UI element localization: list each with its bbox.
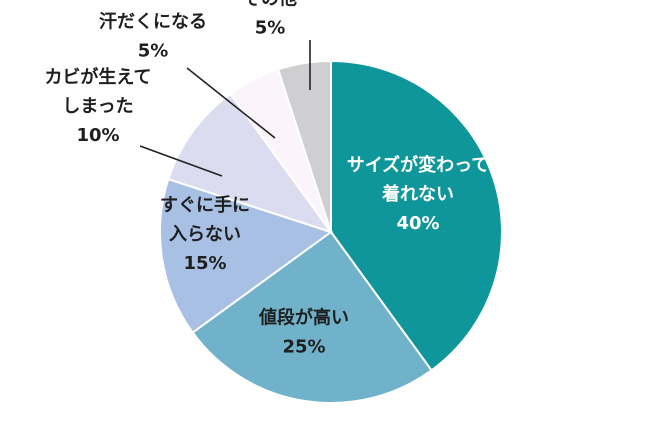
leader-line-5 [186,67,276,139]
slice-percent: 15% [183,253,226,274]
slice-percent: 25% [282,337,325,358]
slice-label-line: サイズが変わって [347,154,490,176]
slice-label-line: 値段が高い [258,307,349,329]
slice-label-line: その他 [243,0,297,10]
slice-label-line: 着れない [381,183,454,205]
slice-label-line: すぐに手に [160,194,250,216]
slice-label-5: 汗だくになる 5% [99,11,207,62]
leader-line-4 [139,145,223,177]
slice-label-line: しまった [62,96,133,117]
pie-slice-3 [159,177,334,334]
pie-slice-1 [330,59,503,372]
slice-label-6: その他 5% [243,0,297,39]
slice-label-1: サイズが変わって着れない 40% [347,154,490,234]
slice-percent: 40% [396,213,439,234]
slice-label-3: すぐに手に入らない 15% [160,194,250,274]
slice-percent: 5% [138,41,169,62]
pie-slice-6 [276,59,332,233]
leader-lines [139,40,311,177]
slice-percent: 10% [76,125,119,146]
slice-labels: サイズが変わって着れない 40% 値段が高い 25% すぐに手に入らない 15% カビが生え… [44,0,489,358]
slice-label-line: カビが生えて [44,66,151,88]
slice-label-2: 値段が高い 25% [258,307,349,358]
slice-label-line: 入らない [169,224,241,245]
pie-slice-4 [167,92,334,234]
slice-label-line: 汗だくになる [99,11,207,33]
slice-percent: 5% [255,18,286,39]
slice-label-4: カビが生えてしまった 10% [44,66,151,146]
pie-slices [159,59,503,404]
pie-slice-2 [191,230,433,404]
